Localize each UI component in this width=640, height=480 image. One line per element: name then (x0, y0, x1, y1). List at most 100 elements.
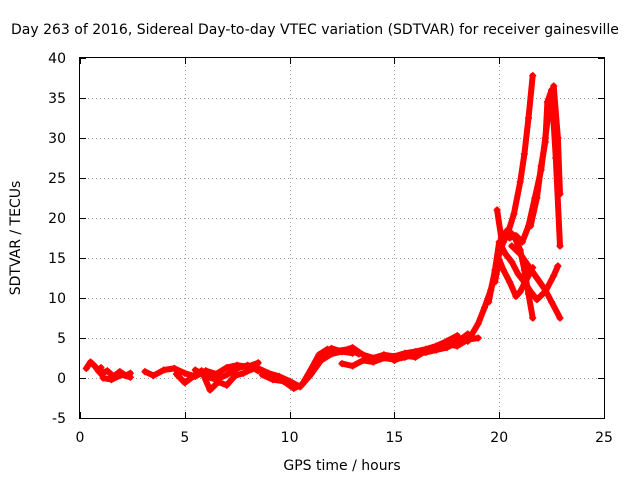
data-point (244, 361, 252, 369)
data-point (504, 226, 512, 234)
data-point (453, 342, 461, 350)
data-point (269, 376, 277, 384)
data-point (401, 352, 409, 360)
x-tick-label: 25 (595, 430, 613, 446)
data-point (107, 376, 115, 384)
data-point (231, 372, 239, 380)
data-point (118, 371, 126, 379)
data-point (533, 274, 541, 282)
data-point (514, 270, 522, 278)
data-point (525, 262, 533, 270)
data-point (516, 250, 524, 258)
data-point (298, 380, 306, 388)
data-point (97, 364, 105, 372)
data-point (506, 278, 514, 286)
data-point (359, 356, 367, 364)
y-tick-label: 0 (57, 371, 66, 387)
data-point (525, 114, 533, 122)
data-point (491, 266, 499, 274)
y-tick-label: 5 (57, 331, 66, 347)
series-line (173, 366, 255, 393)
series-line (464, 72, 536, 345)
x-tick-label: 15 (385, 430, 403, 446)
data-point (520, 150, 528, 158)
data-point (464, 337, 472, 345)
data-point (149, 372, 157, 380)
series-fall-1 (508, 242, 564, 322)
data-point (493, 206, 501, 214)
data-point (525, 290, 533, 298)
data-point (548, 86, 556, 94)
plot-frame (79, 57, 605, 419)
data-point (556, 242, 564, 250)
data-point (307, 366, 315, 374)
data-traces (82, 72, 564, 394)
x-tick-label: 5 (180, 430, 189, 446)
data-point (529, 314, 537, 322)
data-point (533, 194, 541, 202)
series-line (100, 371, 134, 383)
data-point (328, 344, 336, 352)
data-point (126, 373, 134, 381)
y-axis-label: SDTVAR / TECUs (8, 181, 24, 296)
data-point (99, 374, 107, 382)
y-tick-label: 20 (48, 211, 66, 227)
y-tick-label: 15 (48, 251, 66, 267)
data-point (474, 320, 482, 328)
data-point (506, 234, 514, 242)
data-point (550, 272, 558, 280)
series-rise-4 (493, 206, 537, 322)
data-point (518, 238, 526, 246)
data-point (223, 371, 231, 379)
y-tick-label: -5 (52, 411, 66, 427)
series-mid-3 (191, 361, 262, 384)
data-point (508, 258, 516, 266)
data-point (160, 366, 168, 374)
data-point (338, 348, 346, 356)
data-point (82, 364, 90, 372)
data-point (189, 372, 197, 380)
data-point (233, 364, 241, 372)
y-tick-label: 25 (48, 171, 66, 187)
x-tick-labels: 0 5 10 15 20 25 (76, 430, 613, 446)
data-point (512, 232, 520, 240)
data-point (338, 360, 346, 368)
data-point (520, 266, 528, 274)
data-point (432, 345, 440, 353)
data-point (474, 334, 482, 342)
data-point (453, 332, 461, 340)
y-tick-labels: -5 0 5 10 15 20 25 30 35 40 (48, 51, 66, 427)
data-point (554, 262, 562, 270)
data-point (543, 98, 551, 106)
data-point (499, 266, 507, 274)
data-point (317, 350, 325, 358)
data-point (533, 296, 541, 304)
series-line (527, 87, 563, 249)
data-point (485, 298, 493, 306)
data-point (212, 376, 220, 384)
data-point (548, 298, 556, 306)
data-point (191, 366, 199, 374)
data-point (556, 314, 564, 322)
data-point (390, 356, 398, 364)
data-point (290, 384, 298, 392)
data-point (541, 138, 549, 146)
data-point (103, 367, 111, 375)
data-point (541, 286, 549, 294)
data-point (181, 369, 189, 377)
series-early-3 (99, 371, 134, 384)
x-axis-label: GPS time / hours (283, 458, 400, 474)
data-point (141, 368, 149, 376)
data-point (552, 154, 560, 162)
data-point (348, 344, 356, 352)
data-point (501, 250, 509, 258)
data-point (223, 364, 231, 372)
data-point (510, 210, 518, 218)
data-point (380, 354, 388, 362)
data-point (537, 162, 545, 170)
data-point (512, 292, 520, 300)
data-point (279, 377, 287, 385)
y-tick-label: 35 (48, 91, 66, 107)
data-point (369, 358, 377, 366)
data-point (258, 371, 266, 379)
